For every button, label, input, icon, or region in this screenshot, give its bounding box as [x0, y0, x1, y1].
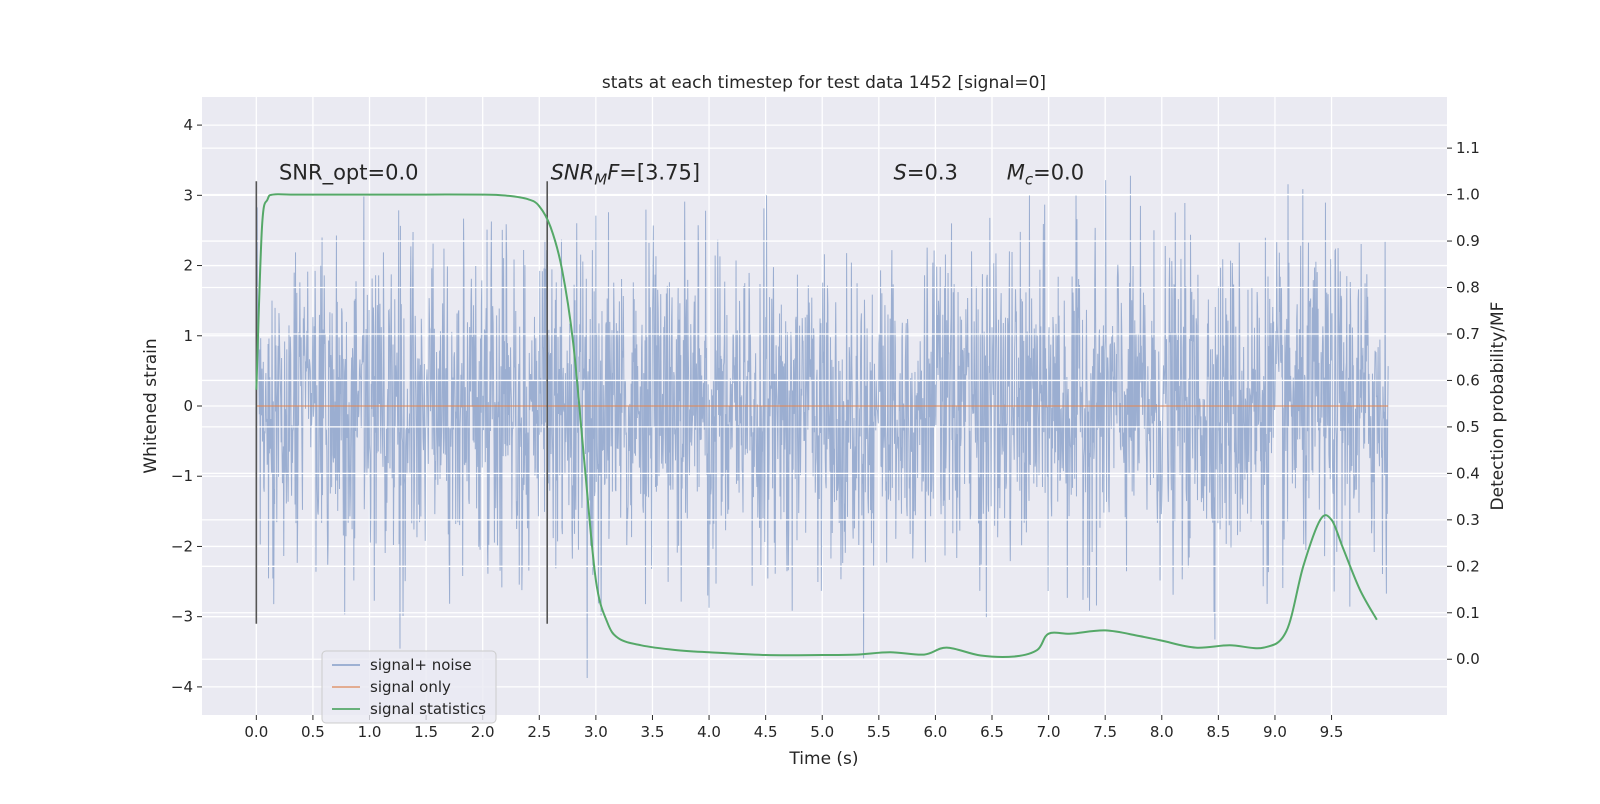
annotation-part: =0.3: [907, 160, 958, 184]
annotation-part: M: [594, 170, 607, 188]
annotation-part: =0.0: [1033, 160, 1084, 184]
annotation-part: c: [1025, 170, 1034, 188]
x-tick-label: 3.0: [584, 723, 608, 741]
x-tick-label: 2.0: [471, 723, 495, 741]
y-tick-label: 4: [183, 116, 193, 134]
noise-layer: [255, 175, 1389, 679]
x-tick-label: 0.0: [244, 723, 268, 741]
y2-tick-label: 0.4: [1456, 464, 1480, 482]
y2-tick-label: 1.1: [1456, 139, 1480, 157]
legend-box: [321, 650, 497, 724]
y2-tick-label: 0.6: [1456, 371, 1480, 389]
legend-label: signal statistics: [370, 700, 486, 718]
y-tick-label: −4: [171, 678, 193, 696]
x-tick-label: 5.0: [810, 723, 834, 741]
x-axis-label: Time (s): [788, 749, 858, 769]
y-tick-label: −2: [171, 537, 193, 555]
y-axis-label: Whitened strain: [141, 338, 161, 473]
y-tick-label: 3: [183, 186, 193, 204]
annotation-part: M: [1007, 160, 1025, 184]
y-tick-label: −1: [171, 467, 193, 485]
legend-label: signal only: [370, 678, 451, 696]
statistics-series-line: [255, 193, 1378, 658]
legend: signal+ noise signal only signal statistic…: [321, 650, 497, 724]
right-grid-layer: [202, 147, 1447, 660]
chart-title: stats at each timestep for test data 145…: [602, 73, 1046, 93]
y2-tick-label: 0.8: [1456, 279, 1480, 297]
y-tick-label: −3: [171, 608, 193, 626]
x-tick-label: 7.0: [1037, 723, 1061, 741]
x-tick-label: 3.5: [641, 723, 665, 741]
x-tick-label: 1.0: [358, 723, 382, 741]
statistics-layer: [255, 193, 1378, 658]
y2-tick-label: 0.2: [1456, 557, 1480, 575]
y2-tick-label: 1.0: [1456, 186, 1480, 204]
y-tick-label: 1: [183, 327, 193, 345]
x-tick-label: 4.5: [754, 723, 778, 741]
annotation-text: SNRMF=[3.75]: [551, 160, 700, 188]
annotation-part: SNR: [551, 160, 595, 184]
y2-tick-label: 0.9: [1456, 232, 1480, 250]
y-tick-label: 0: [183, 397, 193, 415]
annotation-part: S: [894, 160, 907, 184]
y-tick-label: 2: [183, 257, 193, 275]
marker-layer: [255, 181, 549, 624]
x-tick-label: 8.0: [1150, 723, 1174, 741]
annotation-text: S=0.3: [894, 160, 958, 184]
annotation-text: Mc=0.0: [1007, 160, 1084, 188]
y2-axis-label: Detection probability/MF: [1488, 302, 1508, 511]
x-tick-label: 7.5: [1093, 723, 1117, 741]
legend-label: signal+ noise: [370, 656, 472, 674]
annotation-part: =[3.75]: [619, 160, 700, 184]
tick-layer: 0.0 0.5 1.0 1.5 2.0 2.5 3.0 3.5 4.0 4.5 5.0 5.5 6.0 6…: [171, 116, 1480, 741]
y2-tick-label: 0.0: [1456, 650, 1480, 668]
x-tick-label: 2.5: [527, 723, 551, 741]
x-tick-label: 9.0: [1263, 723, 1287, 741]
y2-tick-label: 0.7: [1456, 325, 1480, 343]
x-tick-label: 1.5: [414, 723, 438, 741]
x-tick-label: 4.0: [697, 723, 721, 741]
y2-tick-label: 0.1: [1456, 604, 1480, 622]
annotation-layer: SNR_opt=0.0 SNRMF=[3.75] S=0.3 Mc=0.0: [279, 160, 1084, 188]
x-tick-label: 9.5: [1320, 723, 1344, 741]
x-tick-label: 0.5: [301, 723, 325, 741]
x-tick-label: 6.5: [980, 723, 1004, 741]
x-tick-label: 5.5: [867, 723, 891, 741]
noise-series-line: [255, 175, 1389, 679]
y2-tick-label: 0.3: [1456, 511, 1480, 529]
annotation-part: F: [607, 160, 620, 184]
y2-tick-label: 0.5: [1456, 418, 1480, 436]
annotation-text: SNR_opt=0.0: [279, 160, 419, 185]
x-tick-label: 8.5: [1206, 723, 1230, 741]
x-tick-label: 6.0: [923, 723, 947, 741]
